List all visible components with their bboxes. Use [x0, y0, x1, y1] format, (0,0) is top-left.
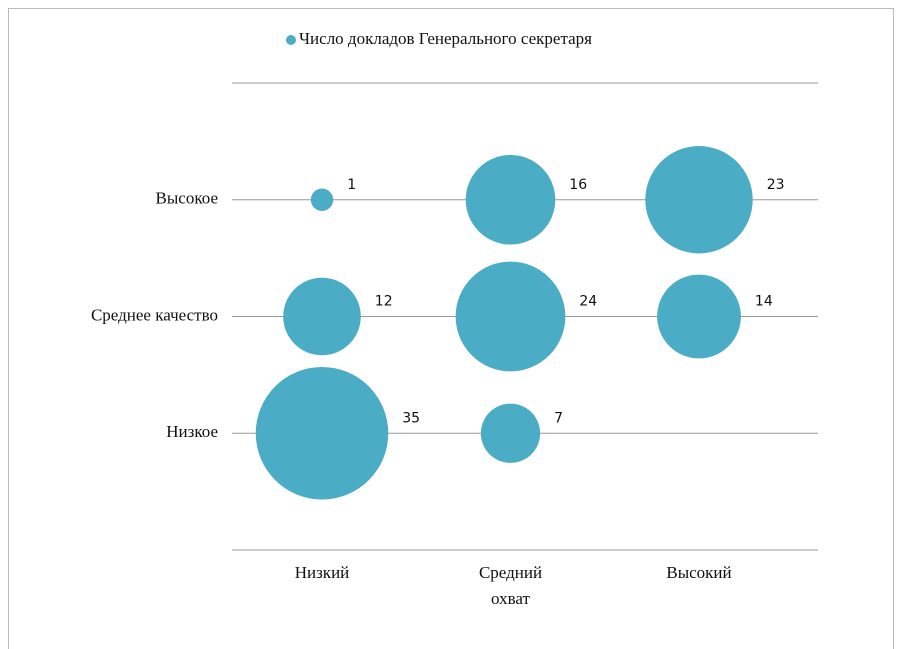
- x-tick-label: Средний охват: [479, 563, 542, 608]
- bubble: [465, 154, 556, 245]
- legend-label: Число докладов Генерального секретаря: [299, 29, 592, 48]
- data-label: 23: [767, 177, 785, 193]
- bubble: [657, 274, 741, 359]
- bubble: [645, 146, 753, 254]
- bubble: [283, 277, 361, 356]
- data-label: 16: [569, 177, 587, 193]
- x-tick-label: Низкий: [295, 563, 350, 582]
- y-tick-label: Высокое: [156, 189, 218, 208]
- data-label: 14: [755, 294, 773, 310]
- legend-marker: [286, 35, 296, 45]
- frame: [8, 8, 894, 649]
- y-tick-label: Среднее качество: [91, 305, 218, 324]
- data-label: 24: [579, 294, 597, 310]
- data-label: 1: [347, 177, 356, 193]
- y-tick-label: Низкое: [166, 422, 218, 441]
- bubble: [255, 366, 389, 500]
- x-tick-label: Высокий: [666, 563, 731, 582]
- bubble: [455, 261, 566, 372]
- data-label: 7: [554, 410, 563, 426]
- bubble: [310, 188, 334, 211]
- data-label: 12: [375, 294, 393, 310]
- data-label: 35: [402, 410, 420, 426]
- bubble: [480, 403, 541, 463]
